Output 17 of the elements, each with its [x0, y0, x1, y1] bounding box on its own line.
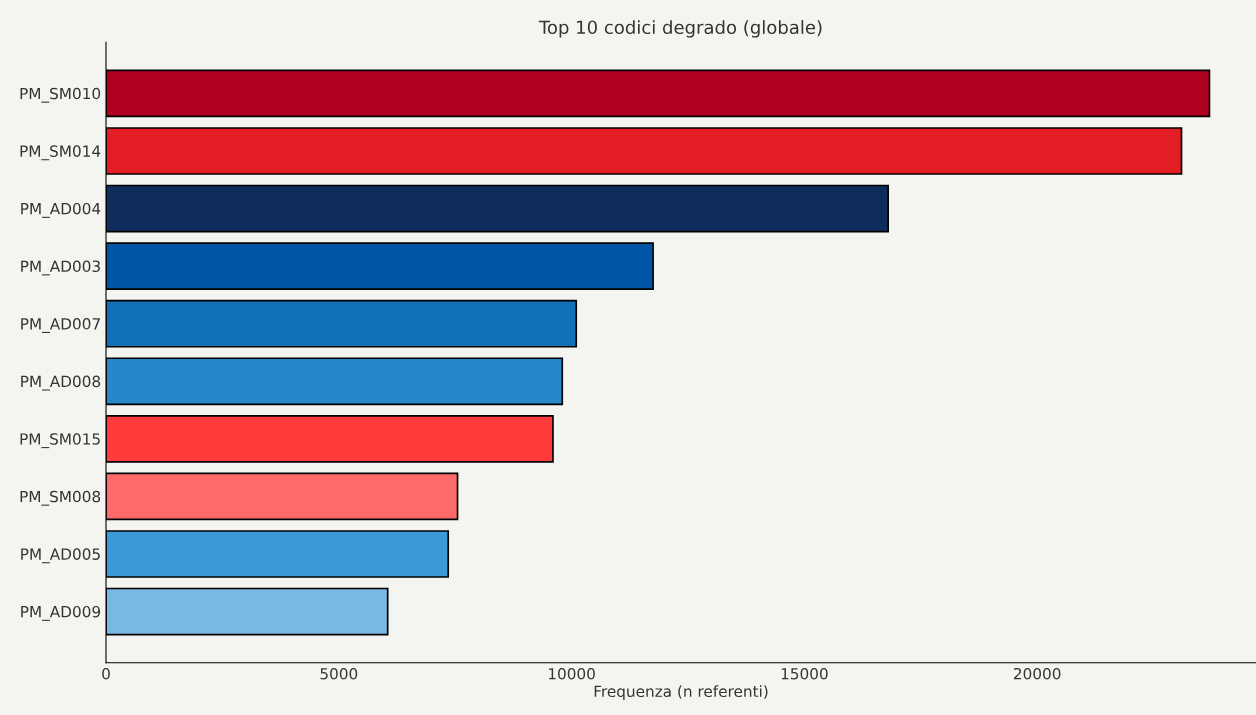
- y-tick-label: PM_AD003: [21, 260, 100, 276]
- y-tick-label: PM_AD008: [21, 375, 101, 391]
- x-tick-label: 20000: [1013, 667, 1061, 680]
- y-tick-label: PM_AD004: [21, 202, 101, 218]
- y-tick-label: PM_SM010: [20, 87, 101, 103]
- y-tick-label: PM_SM008: [20, 490, 101, 506]
- x-tick-label: 15000: [781, 667, 828, 680]
- y-tick-label: PM_AD007: [21, 318, 100, 333]
- x-tick-label: 0: [102, 667, 110, 680]
- y-tick-label: PM_AD005: [21, 548, 100, 564]
- x-axis-title: Frequenza (n referenti): [594, 685, 768, 701]
- chart-title: Top 10 codici degrado (globale): [538, 20, 822, 38]
- y-tick-label: PM_SM014: [20, 145, 101, 161]
- x-tick-label: 10000: [548, 667, 595, 680]
- y-tick-label: PM_AD009: [21, 605, 101, 621]
- x-tick-label: 5000: [320, 667, 358, 680]
- y-tick-label: PM_SM015: [20, 433, 100, 449]
